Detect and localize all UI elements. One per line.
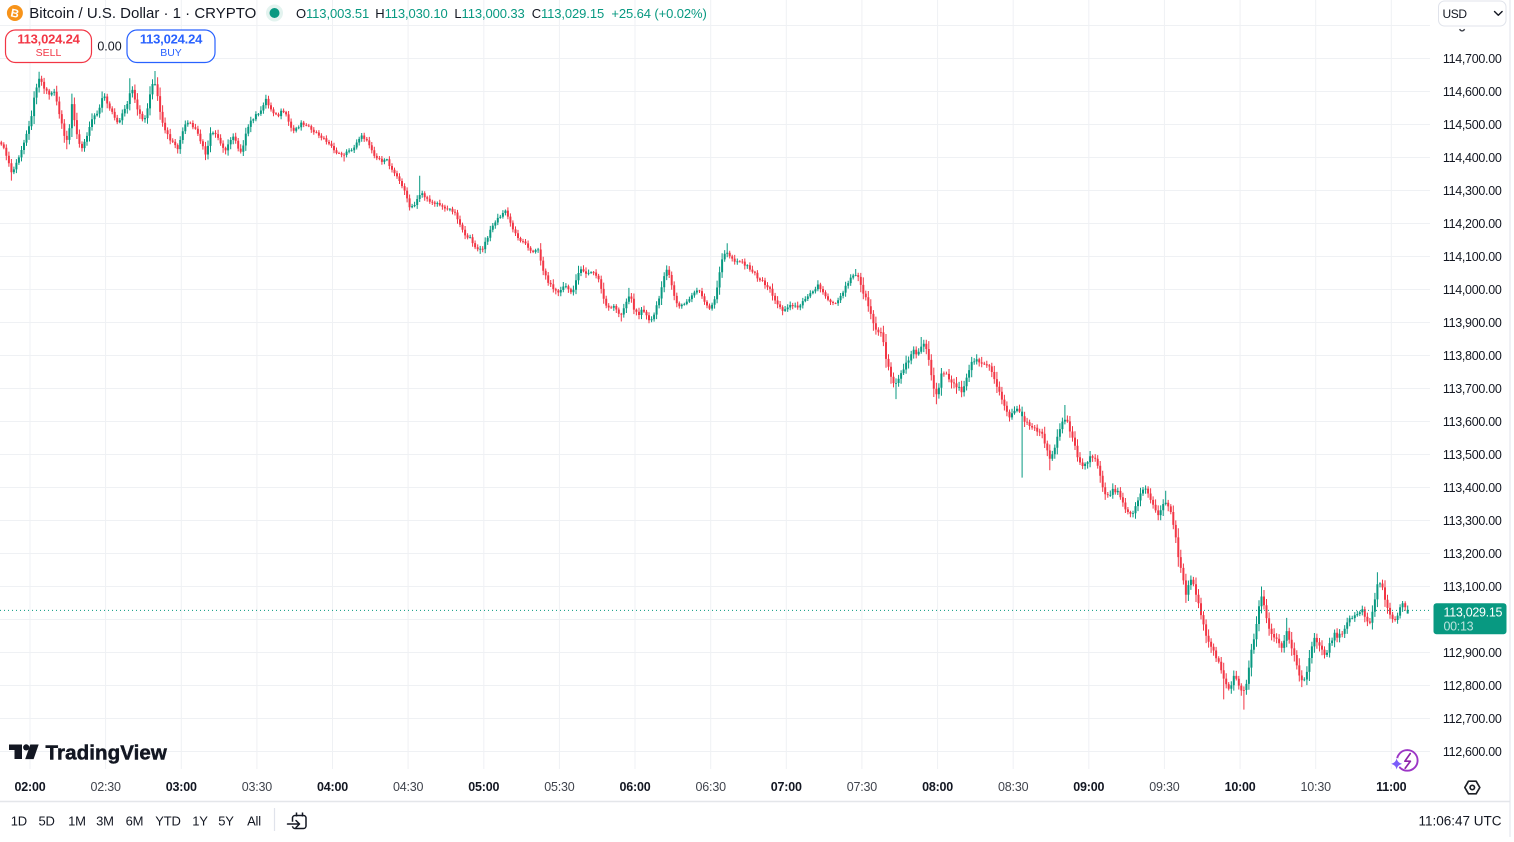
svg-text:112,700.00: 112,700.00: [1443, 712, 1502, 726]
svg-text:00:13: 00:13: [1444, 619, 1474, 633]
svg-text:02:00: 02:00: [15, 780, 46, 794]
svg-text:113,024.24: 113,024.24: [17, 32, 80, 47]
svg-text:114,000.00: 114,000.00: [1443, 283, 1502, 297]
svg-text:03:30: 03:30: [242, 780, 273, 794]
svg-text:1D: 1D: [11, 813, 27, 828]
svg-text:SELL: SELL: [36, 47, 62, 59]
svg-text:10:00: 10:00: [1225, 780, 1256, 794]
svg-text:113,400.00: 113,400.00: [1443, 481, 1502, 495]
svg-text:03:00: 03:00: [166, 780, 197, 794]
svg-text:B: B: [9, 7, 20, 20]
svg-text:04:30: 04:30: [393, 780, 424, 794]
svg-text:113,300.00: 113,300.00: [1443, 514, 1502, 528]
svg-text:07:00: 07:00: [771, 780, 802, 794]
svg-text:113,024.24: 113,024.24: [140, 32, 203, 47]
svg-text:113,600.00: 113,600.00: [1443, 415, 1502, 429]
svg-text:11:00: 11:00: [1376, 780, 1407, 794]
svg-text:BUY: BUY: [160, 47, 182, 59]
svg-text:02:30: 02:30: [90, 780, 121, 794]
svg-text:05:30: 05:30: [544, 780, 575, 794]
svg-text:Bitcoin / U.S. Dollar · 1 · CR: Bitcoin / U.S. Dollar · 1 · CRYPTO: [29, 5, 256, 22]
svg-text:114,100.00: 114,100.00: [1443, 250, 1502, 264]
svg-text:05:00: 05:00: [468, 780, 499, 794]
svg-text:114,300.00: 114,300.00: [1443, 184, 1502, 198]
svg-text:6M: 6M: [126, 813, 144, 828]
svg-text:113,100.00: 113,100.00: [1443, 580, 1502, 594]
svg-text:07:30: 07:30: [847, 780, 878, 794]
svg-text:11:06:47 UTC: 11:06:47 UTC: [1418, 813, 1501, 828]
svg-text:114,500.00: 114,500.00: [1443, 118, 1502, 132]
svg-text:113,200.00: 113,200.00: [1443, 547, 1502, 561]
svg-text:114,200.00: 114,200.00: [1443, 217, 1502, 231]
svg-text:113,029.15: 113,029.15: [1444, 605, 1503, 619]
svg-text:USD: USD: [1443, 7, 1468, 21]
svg-text:YTD: YTD: [155, 813, 180, 828]
svg-text:08:30: 08:30: [998, 780, 1029, 794]
svg-text:113,900.00: 113,900.00: [1443, 316, 1502, 330]
svg-text:10:30: 10:30: [1301, 780, 1332, 794]
svg-text:06:00: 06:00: [620, 780, 651, 794]
svg-text:08:00: 08:00: [922, 780, 953, 794]
svg-text:5Y: 5Y: [218, 813, 234, 828]
svg-text:114,400.00: 114,400.00: [1443, 151, 1502, 165]
svg-text:0.00: 0.00: [97, 40, 121, 54]
svg-text:112,800.00: 112,800.00: [1443, 679, 1502, 693]
svg-text:3M: 3M: [96, 813, 114, 828]
svg-text:114,600.00: 114,600.00: [1443, 85, 1502, 99]
svg-text:1Y: 1Y: [192, 813, 208, 828]
svg-text:All: All: [247, 813, 261, 828]
svg-text:09:00: 09:00: [1073, 780, 1104, 794]
svg-text:114,700.00: 114,700.00: [1443, 52, 1502, 66]
svg-text:06:30: 06:30: [696, 780, 727, 794]
svg-text:113,500.00: 113,500.00: [1443, 448, 1502, 462]
svg-text:113,800.00: 113,800.00: [1443, 349, 1502, 363]
svg-text:112,900.00: 112,900.00: [1443, 646, 1502, 660]
svg-text:1M: 1M: [68, 813, 86, 828]
svg-text:09:30: 09:30: [1149, 780, 1180, 794]
svg-text:04:00: 04:00: [317, 780, 348, 794]
svg-text:113,700.00: 113,700.00: [1443, 382, 1502, 396]
svg-text:5D: 5D: [38, 813, 54, 828]
svg-text:112,600.00: 112,600.00: [1443, 745, 1502, 759]
svg-text:TradingView: TradingView: [46, 741, 167, 764]
